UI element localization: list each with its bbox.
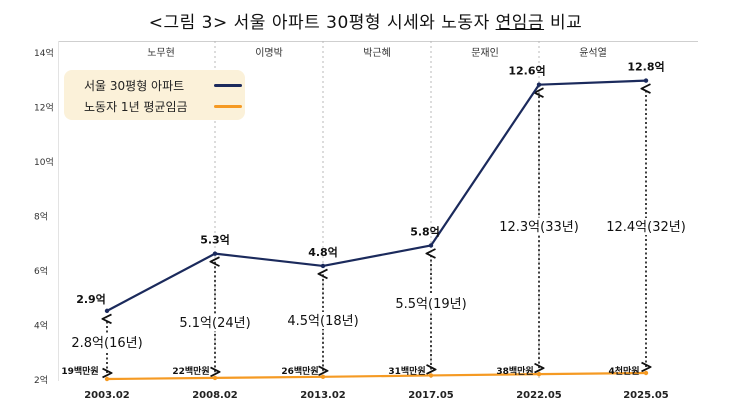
y-tick-label: 10억 [34, 156, 54, 168]
ratio-label: 5.1억(24년) [179, 316, 250, 331]
apartment-point [643, 78, 649, 83]
wage-point [643, 370, 649, 376]
wage-data-label: 31백만원 [388, 365, 425, 377]
wage-line [106, 371, 647, 381]
ratio-label-background [394, 295, 468, 312]
wage-point [536, 371, 542, 377]
wage-data-label: 22백만원 [172, 365, 209, 377]
y-tick-label: 4억 [34, 320, 48, 332]
ratio-label-background [605, 218, 687, 235]
ratio-label-background [286, 312, 360, 329]
apartment-data-label: 12.8억 [627, 61, 664, 74]
apartment-data-label: 2.9억 [76, 293, 106, 306]
administration-label: 노무현 [147, 47, 175, 59]
legend-label-wage: 노동자 1년 평균임금 [84, 100, 188, 114]
administration-label: 윤석열 [579, 47, 607, 59]
y-tick-label: 12억 [34, 102, 54, 114]
apartment-point [104, 308, 110, 314]
apartment-point [536, 82, 542, 87]
chart-title: <그림 3> 서울 아파트 30평형 시세와 노동자 연임금 비교 [148, 13, 583, 33]
wage-data-label: 4천만원 [608, 365, 639, 377]
ratio-label-group: 12.4억(32년) [605, 218, 687, 235]
ratio-label-group: 2.8억(16년) [70, 334, 144, 351]
ratio-label: 5.5억(19년) [395, 297, 466, 312]
legend: 서울 30평형 아파트 노동자 1년 평균임금 [64, 70, 245, 120]
apartment-point [320, 263, 326, 269]
wage-point [212, 375, 218, 381]
legend-swatch-apartment [214, 84, 242, 87]
wage-data-label: 19백만원 [61, 365, 98, 377]
administration-label: 박근혜 [363, 47, 391, 59]
ratio-label-group: 4.5억(18년) [286, 312, 360, 329]
apartment-data-label: 5.3억 [200, 234, 230, 247]
x-tick-label: 2022.05 [516, 390, 562, 401]
ratio-label-group: 12.3억(33년) [498, 218, 580, 235]
wage-point [428, 373, 434, 378]
apartment-data-label: 4.8억 [308, 246, 338, 259]
legend-swatch-wage [214, 105, 242, 108]
apartment-data-label: 5.8억 [410, 225, 440, 238]
x-tick-label: 2025.05 [623, 390, 669, 401]
ratio-label: 12.3억(33년) [499, 220, 579, 235]
administration-label: 문재인 [471, 47, 499, 59]
ratio-label-group: 5.1억(24년) [178, 314, 252, 331]
y-tick-label: 2억 [34, 374, 48, 386]
ratio-label: 4.5억(18년) [287, 314, 358, 329]
legend-label-apartment: 서울 30평형 아파트 [84, 79, 185, 93]
wage-point [320, 374, 326, 380]
y-tick-label: 14억 [34, 47, 54, 59]
y-tick-label: 6억 [34, 265, 48, 277]
ratio-label: 2.8억(16년) [71, 336, 142, 351]
x-tick-label: 2017.05 [408, 390, 454, 401]
y-tick-label: 8억 [34, 211, 48, 223]
ratio-label: 12.4억(32년) [606, 220, 686, 235]
apartment-point [428, 243, 434, 248]
apartment-price-line [106, 79, 647, 312]
x-tick-label: 2008.02 [192, 390, 238, 401]
ratio-label-background [70, 334, 144, 351]
apartment-point [212, 251, 218, 256]
plot-area-left-border [58, 41, 59, 381]
x-tick-label: 2013.02 [300, 390, 346, 401]
apartment-data-label: 12.6억 [508, 65, 545, 78]
wage-data-label: 26백만원 [281, 365, 318, 377]
ratio-label-background [178, 314, 252, 331]
wage-data-label: 38백만원 [496, 365, 533, 377]
plot-area-top-border [58, 41, 698, 42]
ratio-label-group: 5.5억(19년) [394, 295, 468, 312]
ratio-label-background [498, 218, 580, 235]
title-underlined-word: 연임금 [495, 13, 545, 33]
x-tick-label: 2003.02 [84, 390, 130, 401]
wage-point [104, 376, 110, 382]
administration-label: 이명박 [255, 47, 283, 59]
